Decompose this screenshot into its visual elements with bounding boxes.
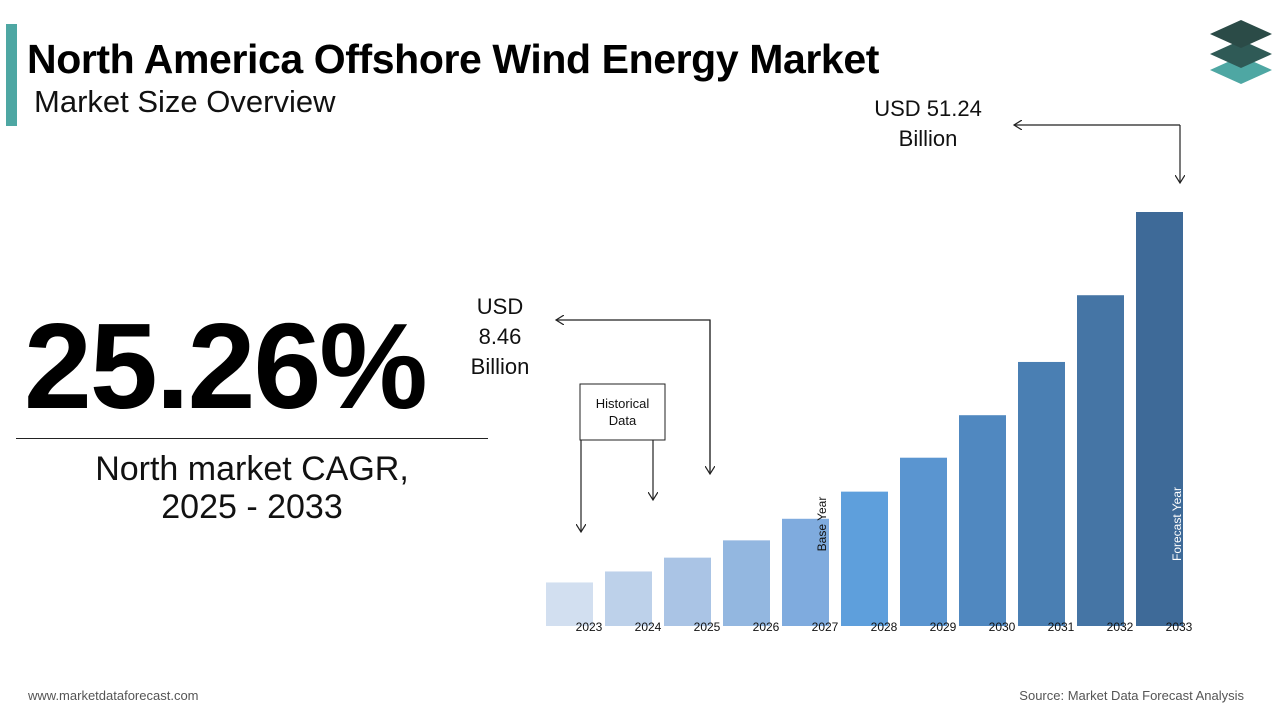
forecast-year-label: Forecast Year [1170, 487, 1184, 561]
end-value-label-line2: Billion [899, 126, 958, 151]
bar-2029 [900, 457, 947, 626]
x-tick-label-2028: 2028 [871, 620, 898, 634]
x-tick-label-2026: 2026 [753, 620, 780, 634]
page-title: North America Offshore Wind Energy Marke… [27, 36, 879, 82]
x-tick-label-2023: 2023 [576, 620, 603, 634]
base-year-label: Base Year [815, 497, 829, 552]
bar-2030 [959, 415, 1006, 626]
end-value-label-line1: USD 51.24 [874, 96, 982, 121]
cagr-label: North market CAGR, 2025 - 2033 [16, 450, 488, 526]
website-link[interactable]: www.marketdataforecast.com [28, 688, 199, 703]
x-tick-label-2032: 2032 [1107, 620, 1134, 634]
bar-2032 [1077, 295, 1124, 626]
start-value-label-line3: Billion [471, 354, 530, 379]
x-tick-label-2030: 2030 [989, 620, 1016, 634]
title-accent-bar [6, 24, 17, 126]
start-value-label-line2: 8.46 [479, 324, 522, 349]
bar-2023 [546, 582, 593, 626]
cagr-label-line2: 2025 - 2033 [161, 488, 343, 526]
bar-2024 [605, 571, 652, 626]
source-note: Source: Market Data Forecast Analysis [1019, 688, 1244, 703]
historical-data-label-line1: Historical [596, 396, 650, 411]
bar-2025 [664, 557, 711, 626]
historical-data-label-line2: Data [609, 413, 637, 428]
bar-2033 [1136, 212, 1183, 626]
cagr-label-line1: North market CAGR, [95, 450, 409, 488]
cagr-divider [16, 438, 488, 439]
bar-2028 [841, 491, 888, 626]
x-tick-label-2027: 2027 [812, 620, 839, 634]
x-tick-label-2029: 2029 [930, 620, 957, 634]
x-tick-label-2025: 2025 [694, 620, 721, 634]
bar-2031 [1018, 361, 1065, 626]
x-tick-label-2031: 2031 [1048, 620, 1075, 634]
x-tick-label-2033: 2033 [1166, 620, 1193, 634]
x-tick-label-2024: 2024 [635, 620, 662, 634]
bar-2027 [782, 518, 829, 626]
cagr-value: 25.26% [24, 298, 428, 434]
bar-2026 [723, 540, 770, 626]
historical-data-box [579, 383, 666, 441]
page-subtitle: Market Size Overview [34, 84, 336, 119]
layers-logo-icon [1210, 20, 1272, 84]
start-value-label-line1: USD [477, 294, 523, 319]
